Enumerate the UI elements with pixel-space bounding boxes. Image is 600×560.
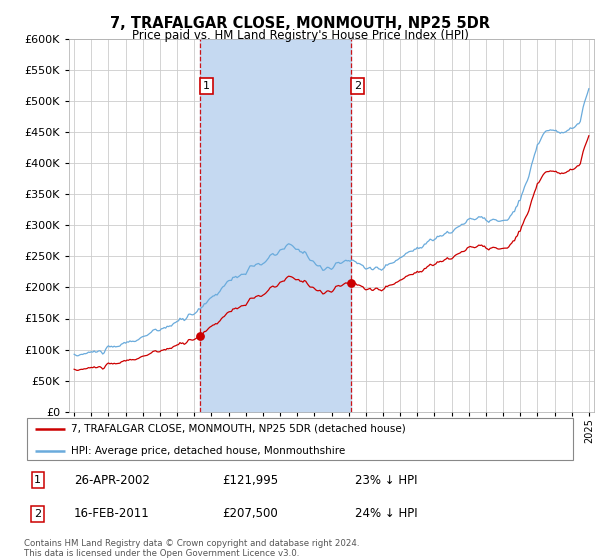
Text: 2: 2	[34, 509, 41, 519]
Text: 7, TRAFALGAR CLOSE, MONMOUTH, NP25 5DR: 7, TRAFALGAR CLOSE, MONMOUTH, NP25 5DR	[110, 16, 490, 31]
Text: £207,500: £207,500	[223, 507, 278, 520]
Text: £121,995: £121,995	[223, 474, 279, 487]
Point	[346, 278, 356, 287]
Text: 23% ↓ HPI: 23% ↓ HPI	[355, 474, 418, 487]
Text: 7, TRAFALGAR CLOSE, MONMOUTH, NP25 5DR (detached house): 7, TRAFALGAR CLOSE, MONMOUTH, NP25 5DR (…	[71, 424, 406, 434]
FancyBboxPatch shape	[27, 418, 573, 460]
Text: 24% ↓ HPI: 24% ↓ HPI	[355, 507, 418, 520]
Text: Contains HM Land Registry data © Crown copyright and database right 2024.
This d: Contains HM Land Registry data © Crown c…	[24, 539, 359, 558]
Point	[195, 332, 205, 340]
Text: Price paid vs. HM Land Registry's House Price Index (HPI): Price paid vs. HM Land Registry's House …	[131, 29, 469, 42]
Text: 26-APR-2002: 26-APR-2002	[74, 474, 149, 487]
Text: 2: 2	[354, 81, 361, 91]
Text: 16-FEB-2011: 16-FEB-2011	[74, 507, 149, 520]
Text: 1: 1	[203, 81, 210, 91]
Text: 1: 1	[34, 475, 41, 485]
Text: HPI: Average price, detached house, Monmouthshire: HPI: Average price, detached house, Monm…	[71, 446, 345, 455]
